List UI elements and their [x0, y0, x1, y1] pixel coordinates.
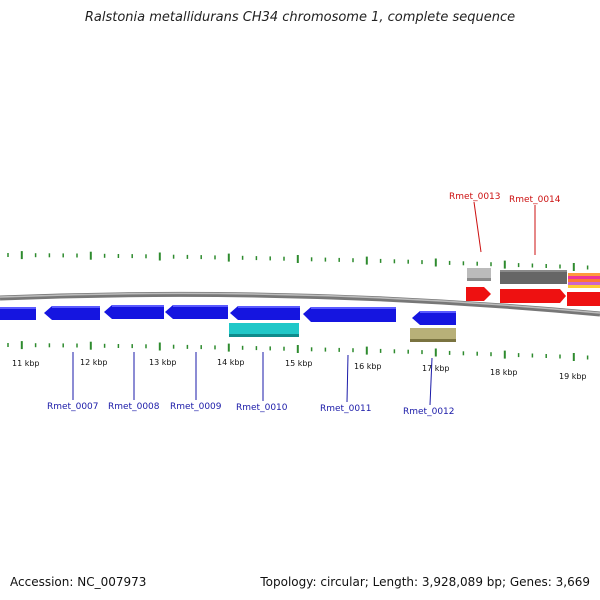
scale-label: 19 kbp — [559, 372, 587, 381]
gene-label-leaders-red — [473, 201, 536, 255]
feature-multicolor[interactable] — [568, 273, 600, 288]
scale-label: 16 kbp — [354, 362, 382, 371]
gene-rmet-0008[interactable] — [104, 305, 164, 319]
chromosome-backbone — [0, 291, 600, 317]
genome-summary-text: Topology: circular; Length: 3,928,089 bp… — [260, 575, 590, 589]
gene-rmet-0009[interactable] — [165, 305, 228, 319]
gene-rmet-0011[interactable] — [303, 307, 396, 322]
accession-text: Accession: NC_007973 — [10, 575, 147, 589]
scale-label: 11 kbp — [12, 359, 40, 368]
scale-label: 17 kbp — [422, 364, 450, 373]
scale-label: 18 kbp — [490, 368, 518, 377]
gene-label-rmet-0013[interactable]: Rmet_0013 — [449, 192, 501, 202]
feature-olive[interactable] — [410, 328, 456, 342]
gene-label-rmet-0007[interactable]: Rmet_0007 — [47, 402, 99, 412]
gene-rmet-0010[interactable] — [230, 306, 300, 320]
feature-dark-gray[interactable] — [500, 270, 567, 284]
gene-label-rmet-0012[interactable]: Rmet_0012 — [403, 407, 455, 417]
scale-label: 13 kbp — [149, 358, 177, 367]
gene-label-rmet-0009[interactable]: Rmet_0009 — [170, 402, 222, 412]
gene-rmet-0015[interactable] — [567, 292, 600, 306]
gene-rmet-0007[interactable] — [44, 306, 100, 320]
gene-rmet-0014[interactable] — [500, 289, 566, 303]
feature-cyan[interactable] — [229, 323, 299, 337]
tick-row-top — [7, 251, 589, 271]
gene-label-leaders — [72, 352, 433, 406]
gene-label-rmet-0011[interactable]: Rmet_0011 — [320, 404, 372, 414]
scale-label: 12 kbp — [80, 358, 108, 367]
scale-label: 15 kbp — [285, 359, 313, 368]
gene-label-rmet-0014[interactable]: Rmet_0014 — [509, 195, 561, 205]
map-title: Ralstonia metallidurans CH34 chromosome … — [84, 10, 516, 25]
gene-rmet-0012[interactable] — [412, 311, 456, 325]
gene-label-rmet-0010[interactable]: Rmet_0010 — [236, 403, 288, 413]
gene-rmet-0013[interactable] — [466, 287, 491, 301]
tick-row-bottom — [7, 341, 589, 361]
gene-rmet-0006[interactable] — [0, 307, 36, 320]
gene-label-rmet-0008[interactable]: Rmet_0008 — [108, 402, 160, 412]
scale-label: 14 kbp — [217, 358, 245, 367]
feature-gray[interactable] — [467, 268, 491, 281]
chromosome-backbone-highlight — [0, 292, 600, 314]
